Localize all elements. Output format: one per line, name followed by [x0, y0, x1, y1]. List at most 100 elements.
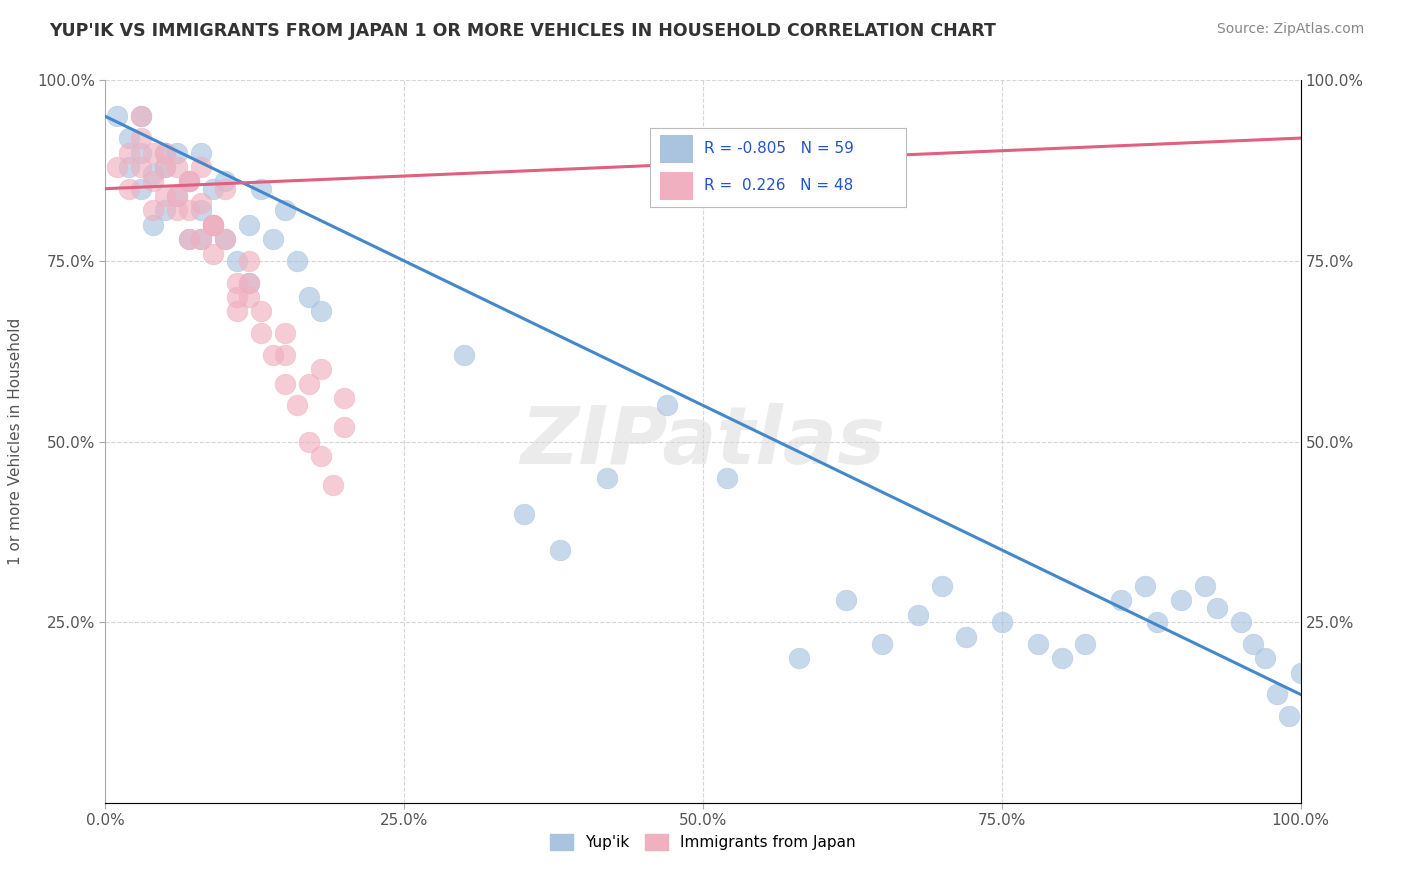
Point	[655, 398, 678, 412]
Point	[129, 109, 153, 123]
Point	[166, 160, 188, 174]
Point	[1026, 637, 1049, 651]
Point	[238, 218, 260, 232]
Point	[214, 182, 236, 196]
Point	[333, 391, 356, 405]
Point	[107, 109, 129, 123]
Text: R = -0.805   N = 59: R = -0.805 N = 59	[703, 142, 853, 156]
Point	[129, 182, 153, 196]
Point	[166, 203, 188, 218]
Point	[238, 290, 260, 304]
Point	[1289, 665, 1312, 680]
Point	[214, 174, 236, 188]
Point	[202, 218, 225, 232]
Point	[166, 189, 188, 203]
Point	[1170, 593, 1192, 607]
Point	[142, 145, 165, 160]
Point	[142, 218, 165, 232]
Point	[190, 145, 212, 160]
Point	[1133, 579, 1156, 593]
Point	[1241, 637, 1264, 651]
Point	[1074, 637, 1097, 651]
Point	[250, 326, 273, 341]
Text: ZIPatlas: ZIPatlas	[520, 402, 886, 481]
Point	[990, 615, 1012, 630]
Point	[118, 145, 141, 160]
Point	[1229, 615, 1251, 630]
Point	[202, 218, 225, 232]
Point	[297, 376, 319, 391]
Point	[297, 434, 319, 449]
Point	[153, 145, 177, 160]
Point	[166, 145, 188, 160]
Point	[214, 232, 236, 246]
Point	[297, 290, 319, 304]
Point	[273, 203, 295, 218]
Point	[153, 160, 177, 174]
Point	[153, 145, 177, 160]
Point	[142, 203, 165, 218]
Point	[238, 276, 260, 290]
Point	[177, 232, 201, 246]
Point	[225, 290, 249, 304]
Point	[129, 131, 153, 145]
Point	[548, 542, 571, 557]
Point	[238, 253, 260, 268]
Point	[333, 420, 356, 434]
Point	[250, 304, 273, 318]
Point	[273, 326, 295, 341]
Point	[596, 471, 619, 485]
Point	[321, 478, 344, 492]
Point	[835, 593, 858, 607]
Point	[118, 131, 141, 145]
Point	[190, 196, 212, 211]
Text: R =  0.226   N = 48: R = 0.226 N = 48	[703, 178, 853, 193]
Point	[716, 471, 738, 485]
Point	[118, 160, 141, 174]
Point	[273, 376, 295, 391]
Point	[118, 182, 141, 196]
Point	[177, 174, 201, 188]
Point	[285, 398, 308, 412]
Point	[202, 218, 225, 232]
Point	[1254, 651, 1277, 665]
Point	[955, 630, 977, 644]
Point	[1111, 593, 1133, 607]
Point	[309, 304, 332, 318]
Point	[129, 145, 153, 160]
Point	[153, 160, 177, 174]
Point	[250, 182, 273, 196]
Point	[931, 579, 953, 593]
Point	[142, 174, 165, 188]
Point	[129, 109, 153, 123]
Point	[1265, 687, 1288, 701]
Point	[142, 167, 165, 181]
Point	[787, 651, 810, 665]
Point	[225, 276, 249, 290]
Bar	[659, 135, 693, 163]
Point	[153, 203, 177, 218]
Point	[190, 160, 212, 174]
Point	[129, 160, 153, 174]
Point	[202, 218, 225, 232]
Point	[262, 348, 284, 362]
Point	[513, 507, 536, 521]
Point	[262, 232, 284, 246]
Point	[190, 232, 212, 246]
Point	[309, 449, 332, 463]
Point	[177, 174, 201, 188]
Point	[1146, 615, 1168, 630]
Point	[285, 253, 308, 268]
Point	[214, 232, 236, 246]
Point	[177, 174, 201, 188]
Point	[107, 160, 129, 174]
Point	[238, 276, 260, 290]
Point	[1194, 579, 1216, 593]
Bar	[659, 172, 693, 201]
Point	[225, 253, 249, 268]
Point	[153, 189, 177, 203]
Point	[1050, 651, 1073, 665]
Y-axis label: 1 or more Vehicles in Household: 1 or more Vehicles in Household	[8, 318, 22, 566]
Text: YUP'IK VS IMMIGRANTS FROM JAPAN 1 OR MORE VEHICLES IN HOUSEHOLD CORRELATION CHAR: YUP'IK VS IMMIGRANTS FROM JAPAN 1 OR MOR…	[49, 22, 995, 40]
Point	[225, 304, 249, 318]
